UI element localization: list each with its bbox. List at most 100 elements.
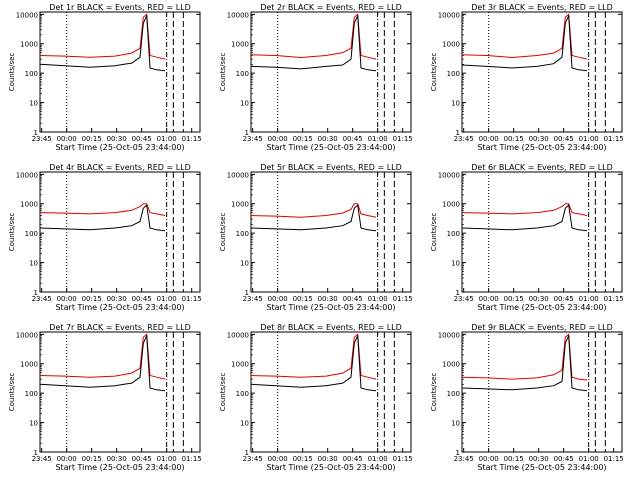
x-tick-label: 23:45 [454,455,474,463]
x-tick-label: 01:00 [579,135,599,143]
y-tick-label: 1 [245,289,249,297]
y-tick-label: 10 [240,420,249,428]
x-tick-label: 00:15 [82,295,102,303]
panel-title: Det 9r BLACK = Events, RED = LLD [471,323,613,332]
y-tick-label: 1000 [231,361,249,369]
series-events [39,15,166,72]
x-tick-label: 00:00 [57,455,77,463]
y-tick-label: 1000 [231,201,249,209]
x-tick-label: 00:00 [479,295,499,303]
series-events [39,335,166,392]
x-tick-label: 01:00 [368,295,388,303]
x-tick-label: 01:15 [182,455,202,463]
x-tick-label: 01:15 [604,135,624,143]
x-tick-label: 01:15 [393,455,413,463]
series-lld [250,333,377,380]
panel-7r: Det 7r BLACK = Events, RED = LLD 1 10 100 10… [8,323,202,472]
series-lld [250,13,377,60]
y-tick-label: 100 [25,70,38,78]
y-tick-label: 1 [456,289,460,297]
y-axis-label: Counts/sec [219,373,227,412]
x-axis-label: Start Time (25-Oct-05 23:44:00) [266,143,395,152]
y-tick-label: 1000 [442,361,460,369]
x-tick-label: 00:30 [318,295,338,303]
series-lld [39,333,166,380]
panel-6r: Det 6r BLACK = Events, RED = LLD 1 10 100 10… [430,163,624,312]
series-events [250,204,377,232]
x-tick-label: 00:45 [343,295,363,303]
y-tick-label: 1 [456,129,460,137]
series-events [461,15,588,72]
x-tick-label: 00:45 [132,295,152,303]
x-tick-label: 00:15 [82,455,102,463]
y-tick-label: 1000 [442,201,460,209]
x-axis-label: Start Time (25-Oct-05 23:44:00) [55,463,184,472]
plot-frame [39,331,201,453]
x-axis-label: Start Time (25-Oct-05 23:44:00) [477,463,606,472]
series-lld [461,13,588,60]
panel-title: Det 4r BLACK = Events, RED = LLD [49,163,191,172]
x-tick-label: 00:00 [479,455,499,463]
plot-frame [461,171,623,293]
plot-frame [39,11,201,133]
x-tick-label: 23:45 [454,295,474,303]
x-tick-label: 01:15 [182,135,202,143]
x-tick-label: 01:15 [604,455,624,463]
x-tick-label: 01:00 [157,455,177,463]
x-tick-label: 00:45 [554,455,574,463]
series-lld [461,203,588,216]
y-tick-label: 100 [447,230,460,238]
panel-3r: Det 3r BLACK = Events, RED = LLD 1 10 100 10… [430,3,624,152]
y-axis-label: Counts/sec [430,53,438,92]
x-tick-label: 00:00 [268,455,288,463]
x-axis-label: Start Time (25-Oct-05 23:44:00) [55,143,184,152]
x-tick-label: 00:45 [132,455,152,463]
x-axis-label: Start Time (25-Oct-05 23:44:00) [55,303,184,312]
y-axis-label: Counts/sec [430,373,438,412]
x-tick-label: 23:45 [454,135,474,143]
x-tick-label: 00:15 [293,455,313,463]
y-tick-label: 1000 [20,361,38,369]
series-events [39,204,166,232]
y-axis-label: Counts/sec [8,213,16,252]
x-tick-label: 00:45 [343,455,363,463]
y-tick-label: 10000 [227,331,249,339]
x-tick-label: 00:15 [293,135,313,143]
x-tick-label: 00:00 [479,135,499,143]
plot-frame [461,331,623,453]
x-axis-label: Start Time (25-Oct-05 23:44:00) [266,463,395,472]
y-tick-label: 1000 [231,41,249,49]
x-tick-label: 01:00 [579,295,599,303]
y-tick-label: 1 [34,449,38,457]
y-tick-label: 100 [236,70,249,78]
panel-title: Det 8r BLACK = Events, RED = LLD [260,323,402,332]
y-tick-label: 10000 [16,331,38,339]
y-tick-label: 10000 [16,11,38,19]
x-tick-label: 00:30 [529,295,549,303]
x-tick-label: 00:00 [57,135,77,143]
y-tick-label: 1 [456,449,460,457]
y-tick-label: 10 [29,100,38,108]
y-tick-label: 10 [240,100,249,108]
x-tick-label: 01:00 [579,455,599,463]
x-tick-label: 00:30 [529,135,549,143]
x-tick-label: 01:15 [393,295,413,303]
series-events [461,204,588,232]
x-tick-label: 00:45 [554,295,574,303]
panel-9r: Det 9r BLACK = Events, RED = LLD 1 10 100 10… [430,323,624,472]
y-tick-label: 1000 [20,41,38,49]
x-tick-label: 00:15 [504,295,524,303]
y-tick-label: 1 [34,289,38,297]
x-tick-label: 23:45 [243,295,263,303]
x-tick-label: 00:30 [529,455,549,463]
y-axis-label: Counts/sec [8,373,16,412]
x-tick-label: 23:45 [32,455,52,463]
x-tick-label: 23:45 [32,295,52,303]
y-tick-label: 10 [29,420,38,428]
y-tick-label: 100 [447,390,460,398]
y-tick-label: 10000 [16,171,38,179]
x-tick-label: 00:30 [107,135,127,143]
y-tick-label: 10000 [438,171,460,179]
panel-title: Det 2r BLACK = Events, RED = LLD [260,3,402,12]
